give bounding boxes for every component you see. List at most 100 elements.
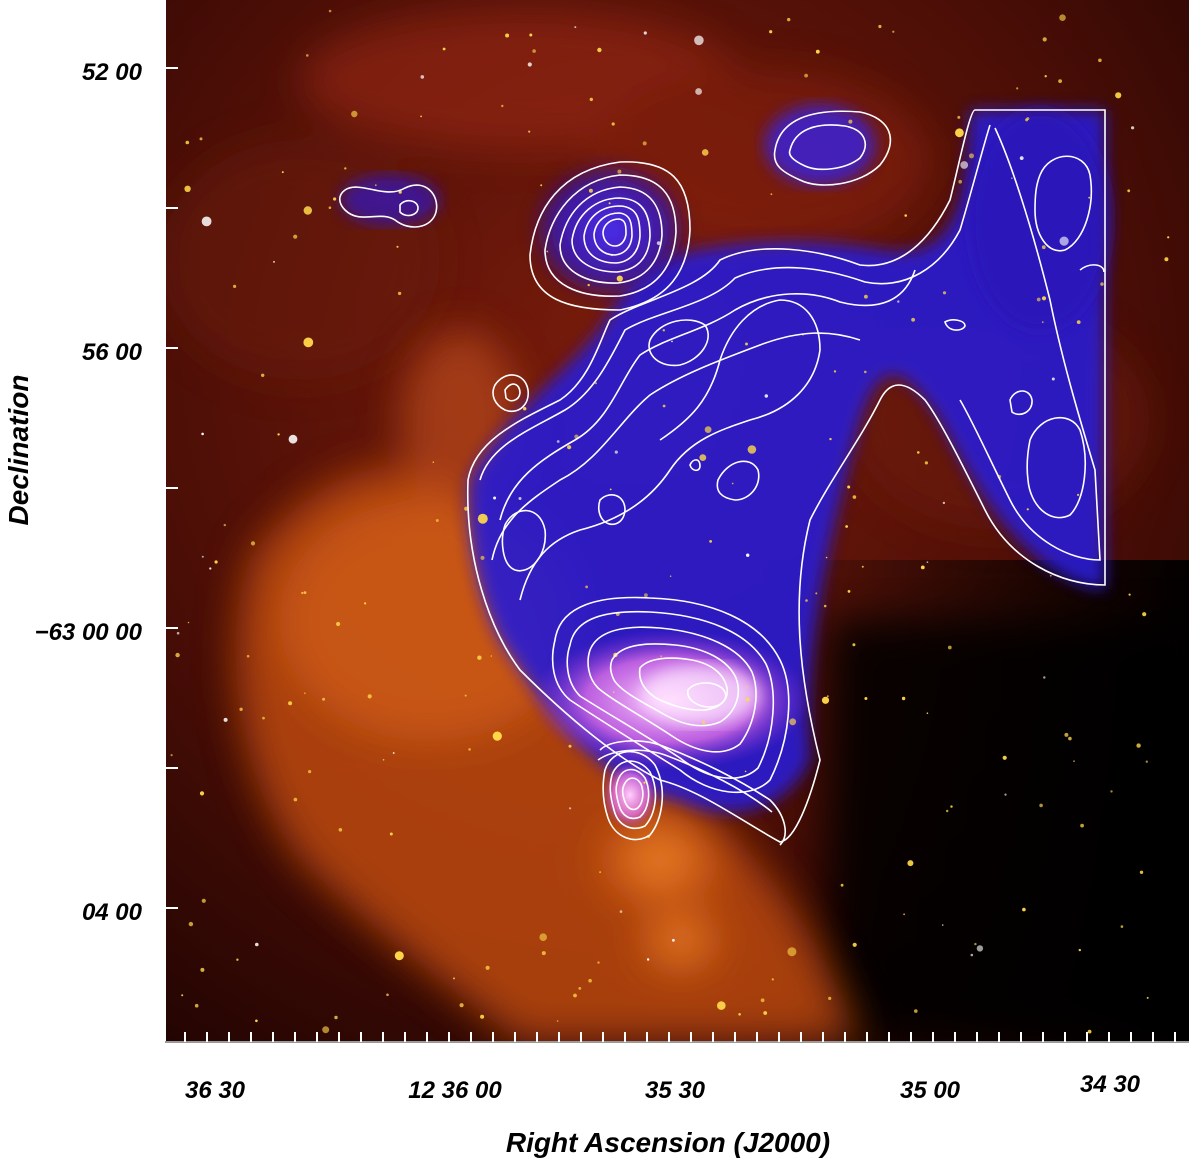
star <box>527 62 532 67</box>
star <box>976 945 984 952</box>
star <box>828 996 832 1001</box>
y-tick-label: −63 00 00 <box>35 619 143 646</box>
star <box>188 921 194 927</box>
star <box>541 951 546 956</box>
star <box>322 697 326 701</box>
star <box>333 197 337 201</box>
radio-emission <box>340 105 1110 829</box>
star <box>1011 177 1013 179</box>
star <box>459 1003 464 1008</box>
star <box>199 137 203 141</box>
star <box>201 432 204 436</box>
star <box>328 9 332 13</box>
star <box>852 643 856 647</box>
star <box>646 958 650 961</box>
star <box>1041 296 1047 301</box>
star <box>1051 377 1055 381</box>
star <box>746 553 750 557</box>
star <box>897 300 900 303</box>
star <box>1041 245 1046 250</box>
star <box>656 241 661 246</box>
star <box>175 652 180 658</box>
star <box>1068 736 1072 741</box>
star <box>745 697 750 702</box>
star <box>969 153 974 159</box>
star <box>1080 823 1084 828</box>
star <box>1059 236 1069 246</box>
star <box>185 140 190 145</box>
star <box>643 781 646 784</box>
star <box>468 748 471 751</box>
star <box>1087 1029 1092 1034</box>
star <box>304 692 306 694</box>
star <box>864 697 868 700</box>
star <box>662 404 666 408</box>
star <box>609 488 612 491</box>
star <box>695 88 702 95</box>
star <box>1042 37 1047 42</box>
star <box>955 128 964 138</box>
star <box>277 433 280 436</box>
star <box>1100 282 1104 286</box>
star <box>823 604 827 608</box>
star <box>518 497 522 500</box>
star <box>505 33 510 38</box>
star <box>322 1026 330 1034</box>
star <box>1064 732 1069 737</box>
star <box>1044 75 1047 78</box>
star <box>1019 156 1024 161</box>
star <box>261 373 265 377</box>
star <box>1058 79 1062 83</box>
x-tick-label: 35 30 <box>645 1077 706 1104</box>
star <box>1076 320 1081 324</box>
star <box>255 1019 258 1023</box>
star <box>946 809 949 813</box>
star <box>745 342 748 346</box>
star <box>170 754 173 757</box>
star <box>187 621 190 624</box>
star <box>480 555 485 560</box>
star <box>293 797 298 802</box>
star-field <box>170 9 1170 1034</box>
y-tick-label: 04 00 <box>82 899 143 926</box>
star <box>672 938 675 942</box>
star <box>262 716 265 720</box>
star <box>821 696 830 704</box>
star <box>397 291 402 296</box>
star <box>805 599 808 602</box>
star <box>924 461 929 465</box>
star <box>1002 755 1007 760</box>
star <box>493 496 497 500</box>
star <box>1036 297 1041 302</box>
star <box>1078 948 1082 952</box>
star <box>660 655 663 658</box>
star <box>184 185 191 192</box>
star <box>611 122 615 126</box>
star <box>567 445 572 450</box>
star <box>847 590 851 593</box>
star <box>492 731 502 741</box>
star <box>568 744 572 748</box>
star <box>1022 907 1026 912</box>
star <box>662 329 665 332</box>
star <box>617 169 622 174</box>
star <box>904 214 907 217</box>
star <box>386 993 389 997</box>
star <box>852 942 857 947</box>
star <box>903 913 905 916</box>
star <box>578 987 582 990</box>
star <box>288 434 298 444</box>
star <box>306 54 309 57</box>
star <box>833 370 837 373</box>
star <box>351 110 358 118</box>
star <box>1016 87 1019 90</box>
star <box>764 394 768 398</box>
star <box>815 592 818 595</box>
star <box>1136 743 1141 748</box>
star <box>769 30 773 34</box>
star <box>671 340 673 343</box>
star <box>1127 189 1131 193</box>
star <box>1146 996 1149 999</box>
star <box>864 370 867 374</box>
star <box>892 30 895 33</box>
